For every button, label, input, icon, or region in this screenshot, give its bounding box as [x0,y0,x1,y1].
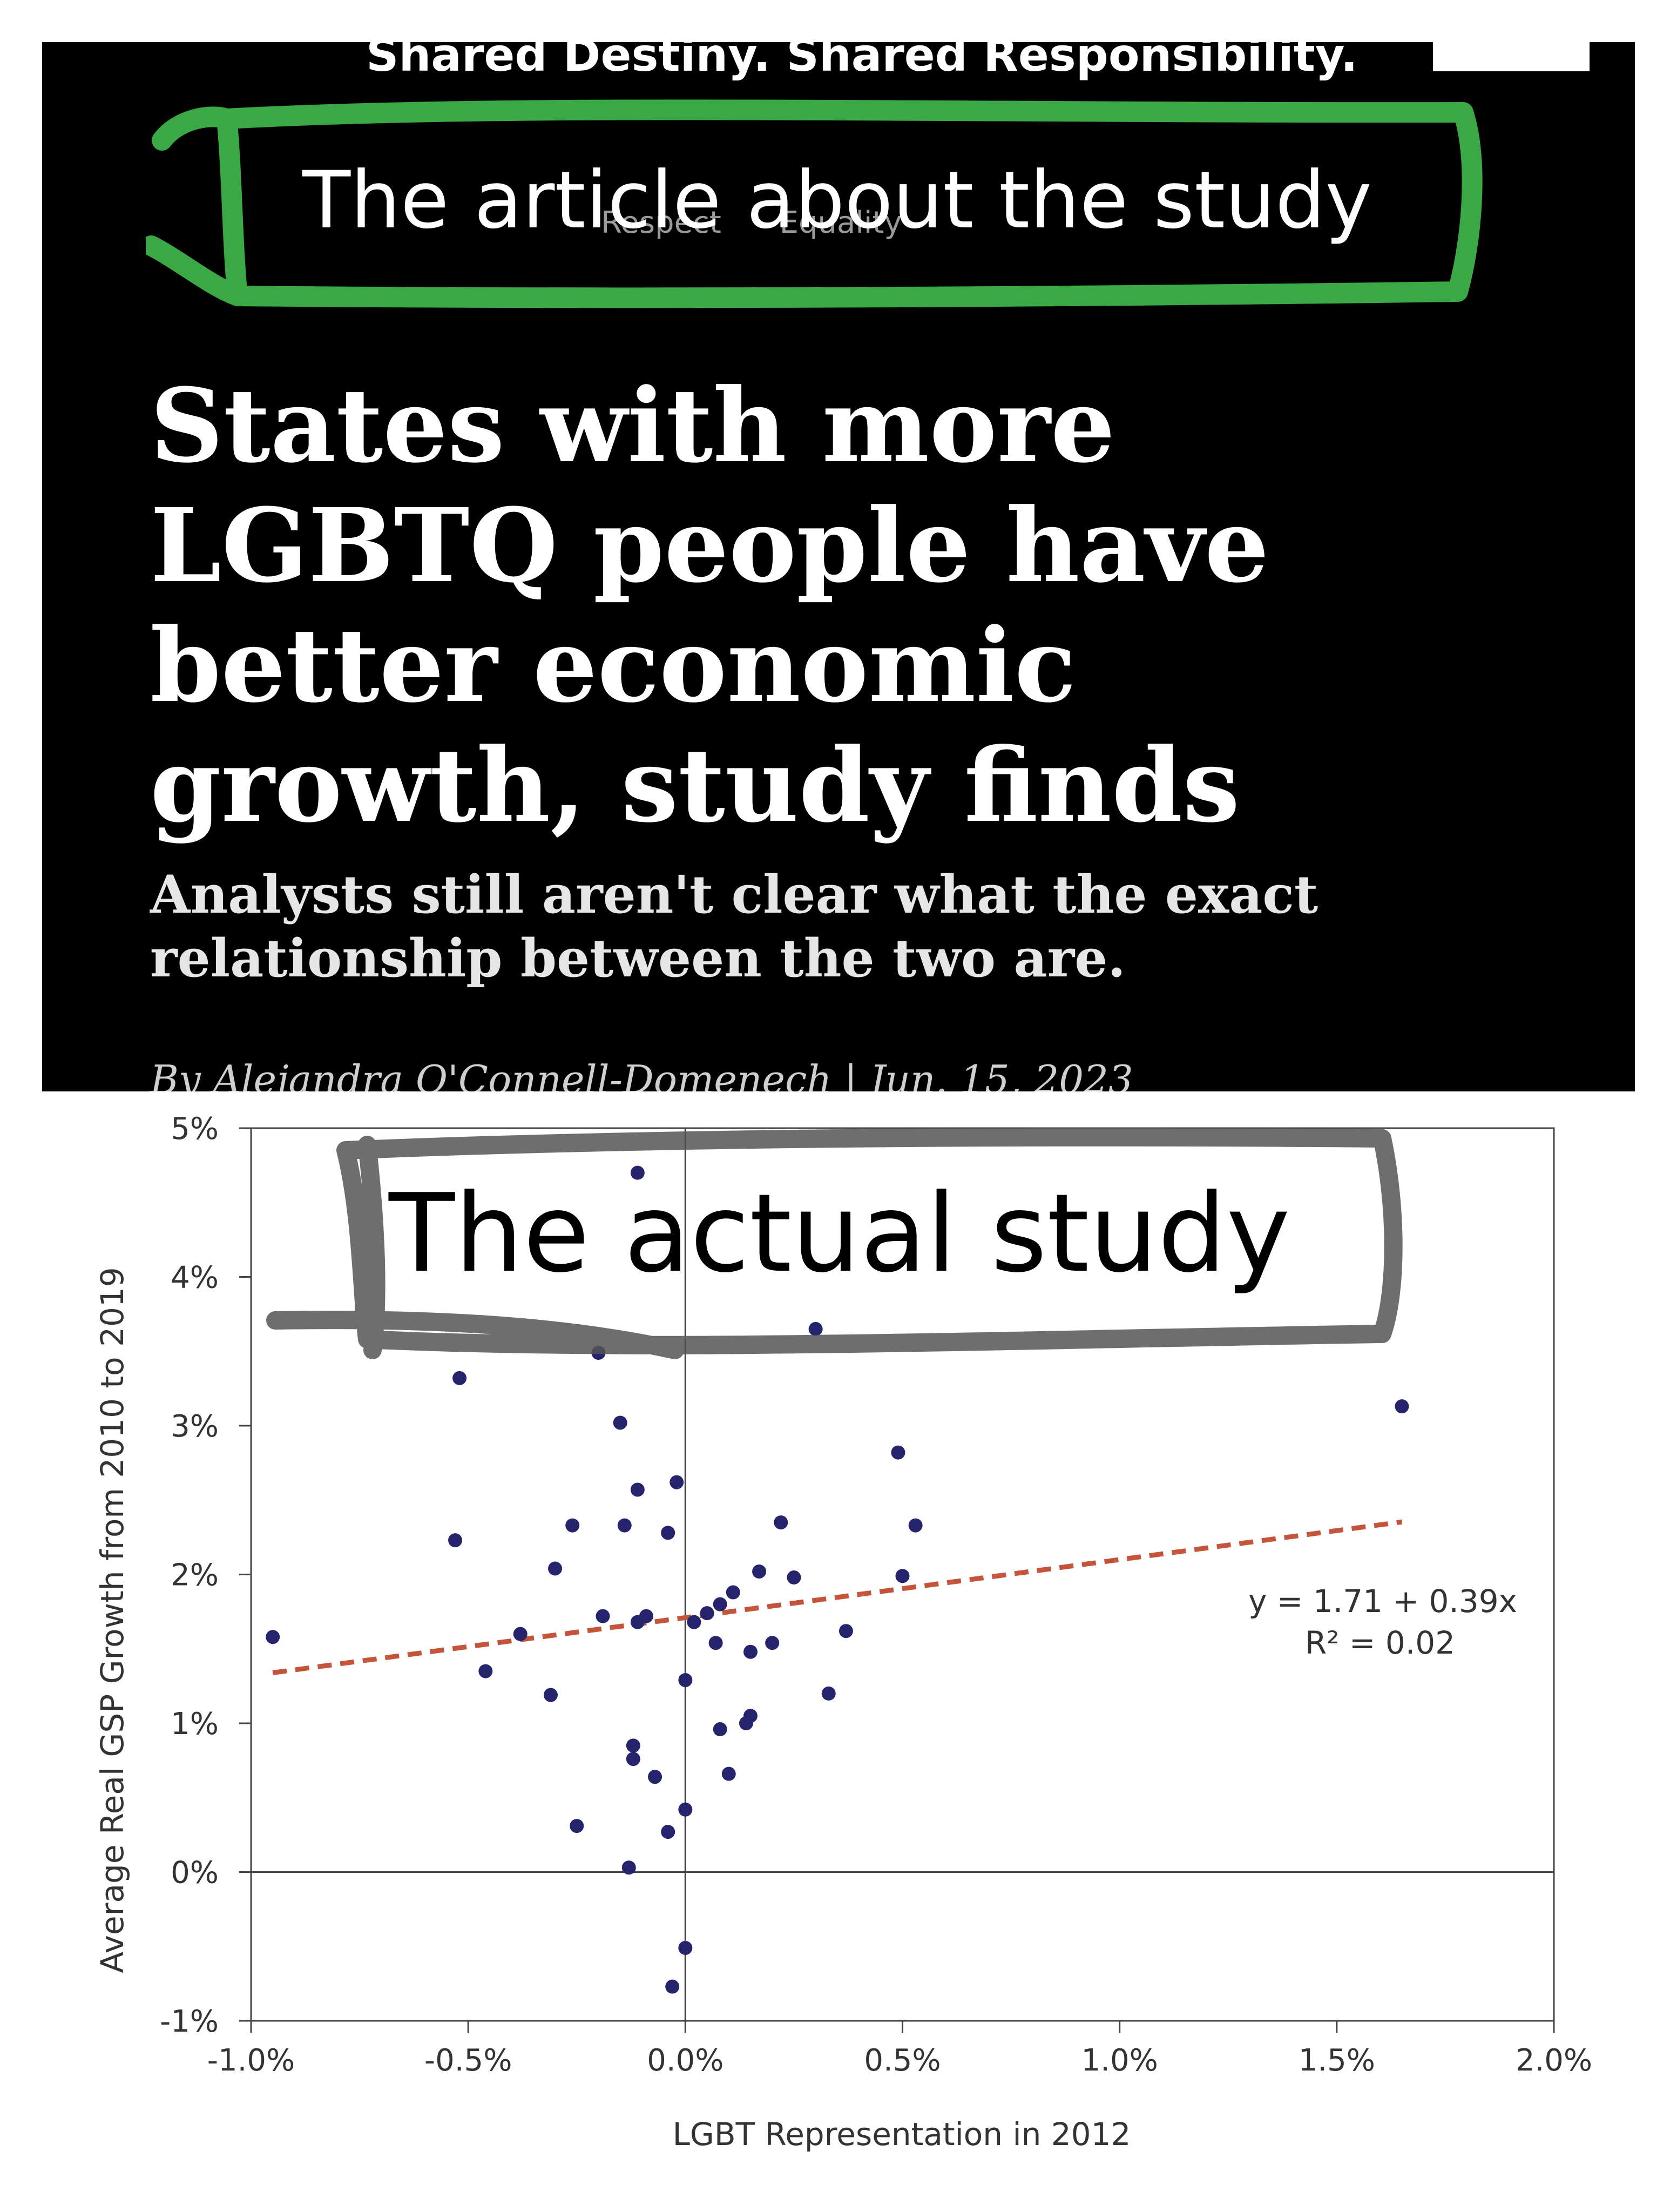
data-point [630,1165,645,1180]
data-point [743,1644,758,1659]
data-point [838,1624,853,1638]
y-tick-label: 5% [171,1111,219,1147]
data-point [617,1518,632,1533]
data-point [570,1819,584,1833]
data-point [687,1615,701,1629]
x-tick-label: -0.5% [424,2043,512,2078]
data-point [774,1515,788,1530]
y-tick-label: 1% [171,1707,219,1742]
tick-labels-layer: -1.0% -0.5% 0.0% 0.5% 1.0% 1.5% 2.0% -1% 0% 1% 2% 3… [160,1111,1592,2078]
y-tick-label: 3% [171,1409,219,1444]
x-tick-label: 0.5% [864,2043,941,2078]
scatter-chart: -1.0% -0.5% 0.0% 0.5% 1.0% 1.5% 2.0% -1% 0% 1% 2% 3… [94,1111,1592,2153]
data-point [1395,1399,1409,1414]
study-annotation-label: The actual study [389,1171,1290,1297]
tag-respect[interactable]: Respect [601,205,721,240]
tag-equality[interactable]: Equality [779,205,902,240]
data-point [596,1609,610,1623]
data-point [543,1688,558,1702]
y-tick-label: 4% [171,1260,219,1296]
data-point [700,1606,714,1621]
data-point [713,1597,727,1611]
y-axis-label: Average Real GSP Growth from 2010 to 201… [94,1267,131,1973]
data-point [743,1709,758,1723]
x-tick-label: 2.0% [1516,2043,1592,2078]
trendline-layer [272,1519,1403,1675]
x-tick-label: 0.0% [647,2043,723,2078]
data-point [908,1518,923,1533]
data-point [665,1979,680,1994]
data-point [808,1321,823,1336]
x-tick-label: -1.0% [207,2043,295,2078]
y-tick-label: 0% [171,1856,219,1891]
data-point [895,1569,910,1583]
article-subhead: Analysts still aren't clear what the exa… [150,864,1318,989]
data-point [713,1722,727,1737]
article-annotation-label: The article about the study [302,154,1372,246]
points-layer [266,1165,1409,1994]
data-point [639,1609,653,1623]
data-point [708,1636,723,1650]
data-point [452,1371,467,1385]
data-point [661,1825,675,1839]
data-point [891,1445,905,1460]
trendline-r-squared: R² = 0.02 [1305,1624,1455,1661]
data-point [565,1518,580,1533]
x-axis-label: LGBT Representation in 2012 [673,2116,1131,2153]
data-point [721,1766,736,1781]
data-point [787,1570,801,1585]
data-point [678,1941,693,1955]
data-point [678,1802,693,1817]
x-tick-label: 1.5% [1299,2043,1375,2078]
data-point [630,1482,645,1497]
data-point [821,1686,836,1701]
data-point [626,1752,640,1766]
data-point [613,1415,627,1430]
data-point [661,1526,675,1540]
article-screenshot: Shared Destiny. Shared Responsibility. R… [42,42,1635,1091]
data-point [478,1664,493,1678]
trendline-equation: y = 1.71 + 0.39x [1248,1583,1517,1620]
x-tick-label: 1.0% [1081,2043,1158,2078]
data-point [513,1627,528,1641]
site-tagline: Shared Destiny. Shared Responsibility. [366,42,1358,82]
y-tick-label: 2% [171,1558,219,1593]
data-point [621,1860,636,1875]
data-point [765,1636,780,1650]
article-tags: Respect Equality [601,205,951,240]
y-tick-label: -1% [160,2004,219,2039]
data-point [670,1475,684,1489]
data-point [678,1673,693,1688]
article-headline: States with more LGBTQ people have bette… [150,366,1269,845]
site-logo [1433,42,1590,71]
data-point [626,1738,640,1753]
data-point [448,1533,463,1548]
article-annotation-frame [146,99,1483,308]
data-point [726,1585,740,1600]
data-point [548,1561,563,1576]
data-point [266,1630,280,1644]
article-byline: By Alejandra O'Connell-Domenech | Jun. 1… [150,1057,1133,1091]
trendline [272,1519,1403,1675]
data-point [648,1770,662,1784]
study-annotation-frame [266,1128,1403,1359]
data-point [752,1564,767,1579]
